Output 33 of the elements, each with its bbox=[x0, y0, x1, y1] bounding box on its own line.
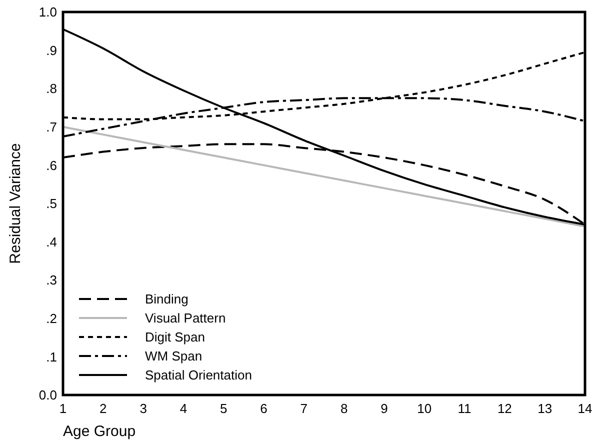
legend-label: Digit Span bbox=[145, 330, 205, 345]
x-tick-label: 1 bbox=[59, 401, 67, 416]
x-tick-label: 11 bbox=[458, 401, 472, 416]
y-tick-label: .4 bbox=[46, 234, 57, 250]
legend-label: WM Span bbox=[145, 348, 202, 364]
x-tick-label: 4 bbox=[180, 401, 188, 416]
y-tick-label: .1 bbox=[46, 349, 57, 364]
legend-label: Binding bbox=[145, 292, 188, 307]
x-tick-label: 14 bbox=[578, 401, 592, 416]
legend-label: Visual Pattern bbox=[145, 310, 226, 326]
x-tick-label: 13 bbox=[538, 401, 552, 416]
y-axis-title: Residual Variance bbox=[7, 143, 24, 264]
y-tick-label: .7 bbox=[46, 119, 57, 134]
x-tick-label: 2 bbox=[100, 401, 107, 416]
y-tick-label: .2 bbox=[46, 310, 57, 326]
y-tick-label: .6 bbox=[46, 158, 57, 173]
line-series bbox=[62, 126, 586, 228]
x-tick-label: 5 bbox=[220, 401, 228, 416]
x-tick-label: 3 bbox=[140, 401, 147, 416]
y-tick-label: 0.0 bbox=[38, 388, 57, 403]
x-tick-label: 8 bbox=[340, 401, 348, 416]
legend-label: Spatial Orientation bbox=[145, 368, 252, 383]
y-tick-label: .8 bbox=[46, 81, 57, 96]
x-tick-label: 10 bbox=[417, 401, 432, 416]
x-tick-label: 12 bbox=[497, 401, 512, 416]
y-tick-label: 1.0 bbox=[38, 4, 57, 20]
x-tick-label: 7 bbox=[300, 401, 308, 416]
x-tick-label: 9 bbox=[380, 401, 388, 416]
y-tick-label: .5 bbox=[46, 196, 57, 212]
y-tick-label: .9 bbox=[46, 42, 57, 58]
x-tick-label: 6 bbox=[260, 401, 268, 416]
y-tick-label: .3 bbox=[46, 272, 57, 288]
x-axis-title: Age Group bbox=[63, 423, 136, 440]
